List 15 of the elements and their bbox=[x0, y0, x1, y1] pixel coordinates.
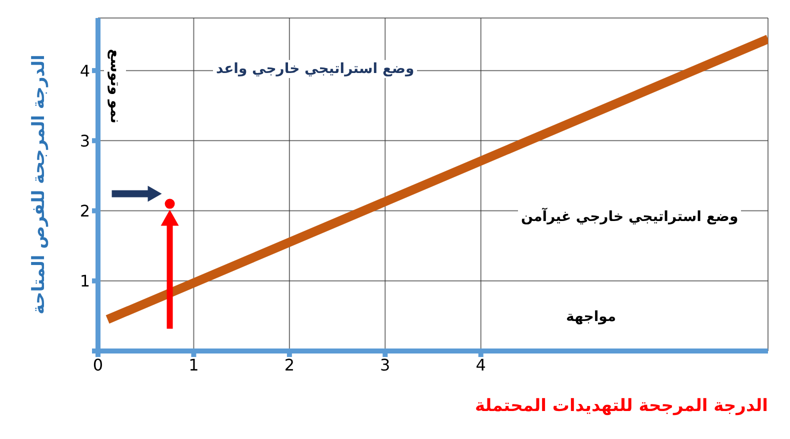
y-tick-label: 3 bbox=[80, 131, 90, 150]
y-axis-title: الدرجة المرجحة للفرص المتاحة bbox=[29, 54, 50, 314]
y-tick-label: 2 bbox=[80, 201, 90, 220]
x-tick-label: 3 bbox=[380, 355, 390, 374]
x-axis-title: الدرجة المرجحة للتهديدات المحتملة bbox=[475, 396, 768, 416]
y-tick-label: 4 bbox=[80, 61, 90, 80]
annotation: وضع استراتيجي خارجي واعد bbox=[213, 60, 418, 78]
y-tick-label: 1 bbox=[80, 272, 90, 291]
x-tick-label: 1 bbox=[188, 355, 199, 374]
x-tick-label: 2 bbox=[284, 355, 295, 374]
annotation: نمو وتوسع bbox=[104, 48, 126, 124]
annotation: مواجهة bbox=[563, 308, 620, 326]
x-tick-label: 0 bbox=[92, 355, 104, 374]
x-tick-label: 4 bbox=[476, 355, 486, 374]
annotation: وضع استراتيجي خارجي غيرآمن bbox=[518, 208, 742, 226]
